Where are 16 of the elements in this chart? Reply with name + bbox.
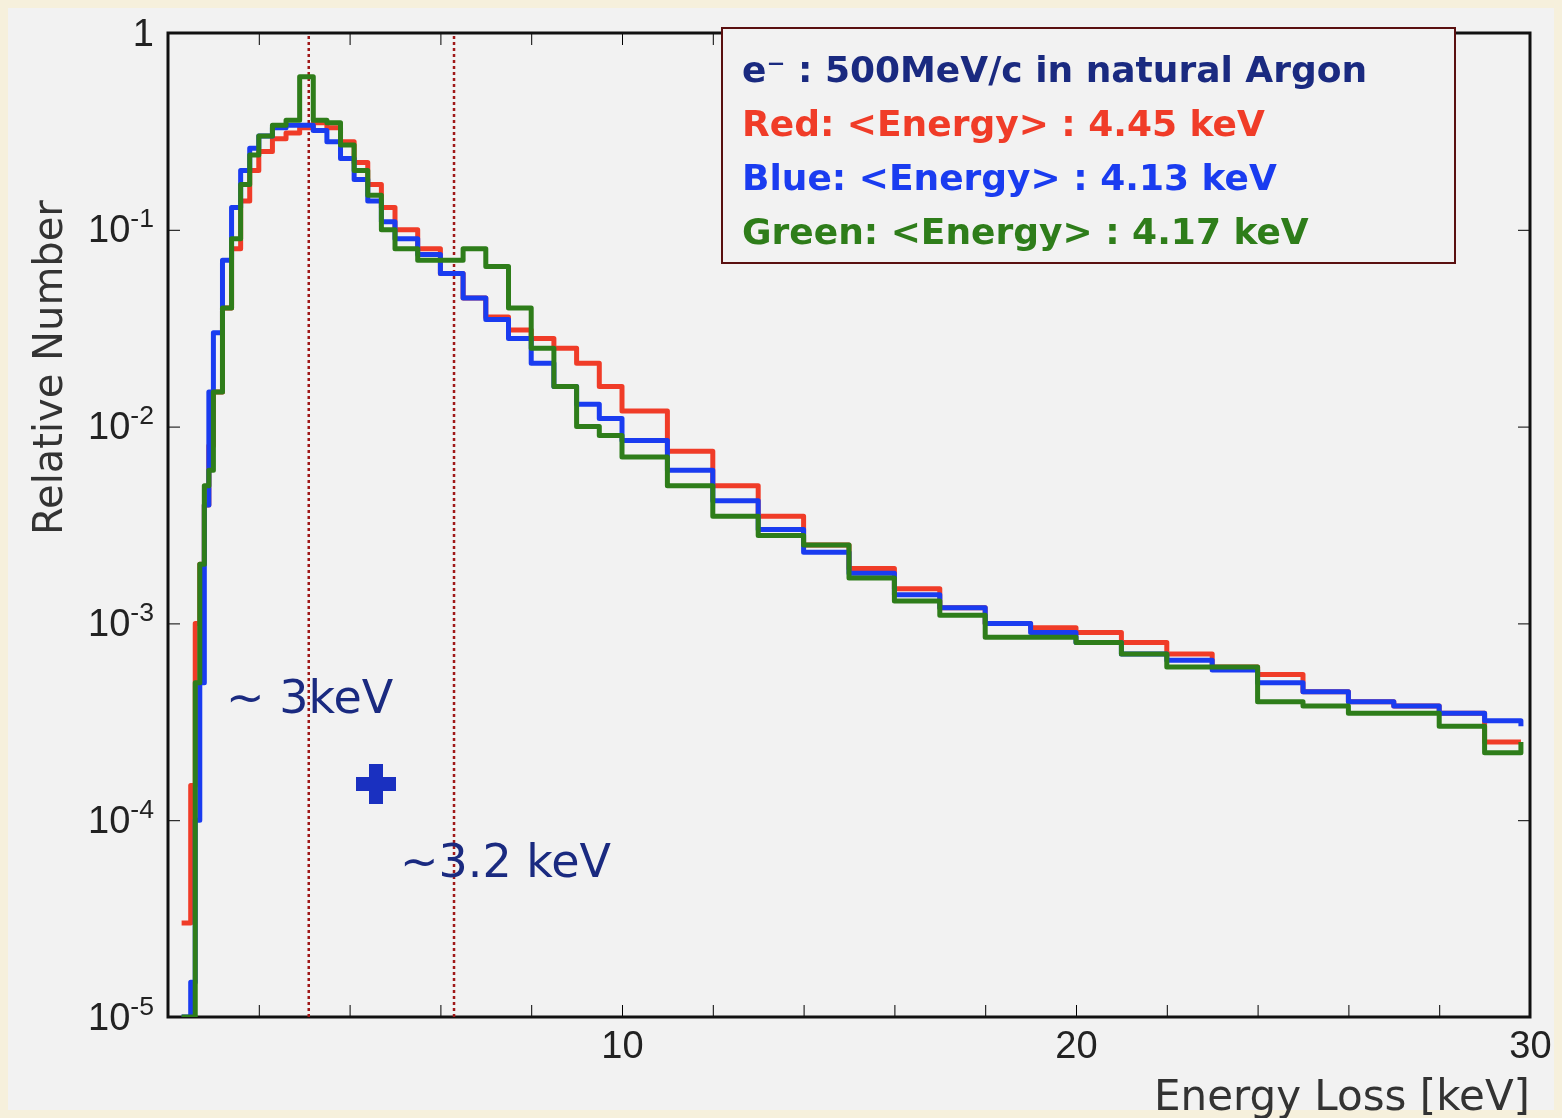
- y-tick-label: 10$^{-1}$: [88, 203, 154, 251]
- legend-title: e⁻ : 500MeV/c in natural Argon: [742, 49, 1368, 90]
- x-tick-label: 30: [1509, 1023, 1552, 1066]
- text: Green: <Energy> : 4.17 keV: [742, 211, 1309, 252]
- annotation: ~3.2 keV: [400, 834, 612, 888]
- x-tick-label: 20: [1055, 1023, 1098, 1066]
- text: Blue: <Energy> : 4.13 keV: [742, 157, 1277, 198]
- y-tick-label: 10$^{-3}$: [88, 597, 154, 645]
- y-axis-title: Relative Number: [25, 199, 71, 535]
- y-tick-label: 10$^{-4}$: [88, 793, 155, 841]
- text: Red: <Energy> : 4.45 keV: [742, 103, 1265, 144]
- y-tick-label: 1: [132, 11, 154, 54]
- y-tick-label: 10$^{-2}$: [88, 400, 154, 448]
- x-tick-label: 10: [601, 1023, 644, 1066]
- annotation: ~ 3keV: [226, 670, 394, 724]
- y-tick-label: 10$^{-5}$: [88, 990, 154, 1038]
